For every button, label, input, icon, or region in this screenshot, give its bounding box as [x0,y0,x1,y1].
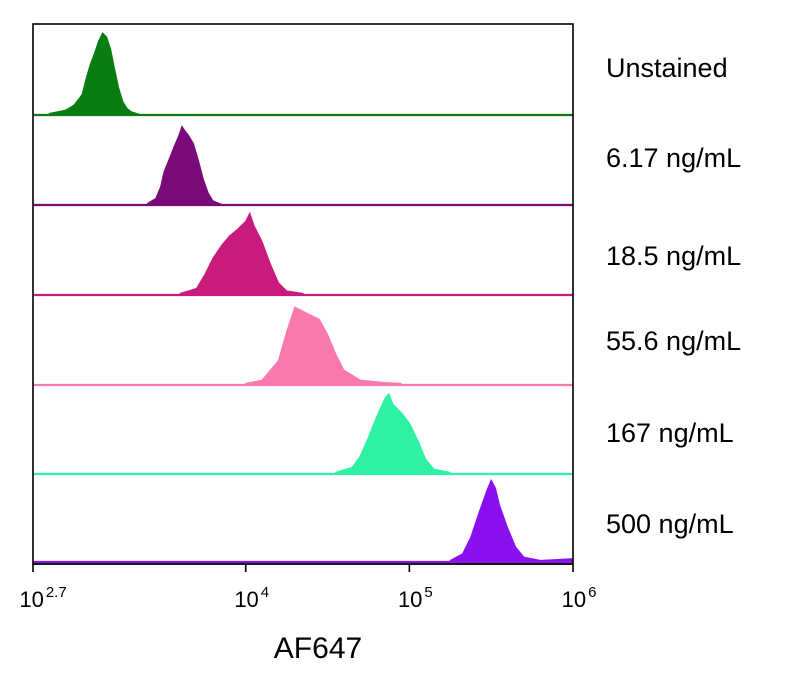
x-axis-title: AF647 [274,632,362,665]
histogram-area [245,306,402,386]
histogram-series-5 [33,392,573,476]
histogram-area [335,392,451,475]
histogram-area [449,478,574,563]
x-axis-ticks: 10 2.7 10 4 10 5 10 6 [19,564,596,612]
histogram-area [179,211,304,296]
series-label: 18.5 ng/mL [606,241,741,271]
series-label: 500 ng/mL [606,509,734,539]
series-label: 6.17 ng/mL [606,143,741,173]
series-label: 55.6 ng/mL [606,326,741,356]
histogram-series-2 [33,125,573,207]
x-tick-label: 10 4 [234,584,269,612]
series-label: Unstained [606,53,728,83]
panel-labels: Unstained 6.17 ng/mL 18.5 ng/mL 55.6 ng/mL 1… [606,53,741,539]
histogram-series-3 [33,211,573,297]
x-tick-label: 10 6 [562,584,597,612]
histogram-series-1 [33,32,573,117]
histogram-series-6 [33,478,574,564]
x-tick-label: 10 2.7 [19,584,66,612]
histogram-area [48,32,140,116]
histogram-panels [33,32,574,564]
histogram-area [147,125,222,206]
histogram-series-4 [33,306,573,387]
x-tick-label: 10 5 [398,584,433,612]
series-label: 167 ng/mL [606,418,734,448]
